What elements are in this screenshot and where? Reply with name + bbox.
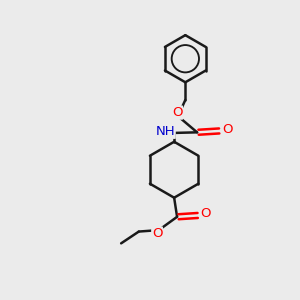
Text: O: O — [172, 106, 182, 119]
Text: O: O — [200, 207, 211, 220]
Text: O: O — [222, 123, 232, 136]
Text: NH: NH — [155, 125, 175, 138]
Text: O: O — [152, 227, 162, 240]
